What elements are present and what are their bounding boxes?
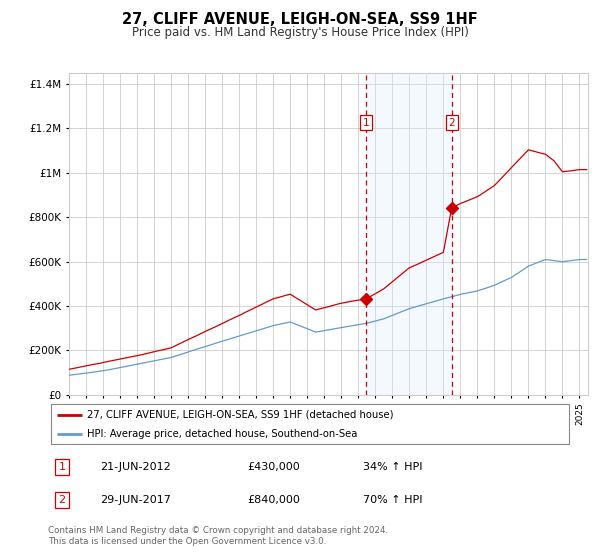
Text: 34% ↑ HPI: 34% ↑ HPI: [363, 461, 422, 472]
Text: £840,000: £840,000: [248, 495, 301, 505]
Text: HPI: Average price, detached house, Southend-on-Sea: HPI: Average price, detached house, Sout…: [88, 429, 358, 439]
Bar: [366, 73, 452, 395]
Text: £430,000: £430,000: [248, 461, 300, 472]
Text: 29-JUN-2017: 29-JUN-2017: [101, 495, 172, 505]
Text: 1: 1: [59, 461, 65, 472]
Text: 21-JUN-2012: 21-JUN-2012: [101, 461, 171, 472]
Text: 27, CLIFF AVENUE, LEIGH-ON-SEA, SS9 1HF: 27, CLIFF AVENUE, LEIGH-ON-SEA, SS9 1HF: [122, 12, 478, 27]
Text: Price paid vs. HM Land Registry's House Price Index (HPI): Price paid vs. HM Land Registry's House …: [131, 26, 469, 39]
FancyBboxPatch shape: [50, 404, 569, 445]
Text: 1: 1: [363, 118, 370, 128]
Text: Contains HM Land Registry data © Crown copyright and database right 2024.
This d: Contains HM Land Registry data © Crown c…: [48, 526, 388, 546]
Text: 2: 2: [448, 118, 455, 128]
Text: 2: 2: [59, 495, 65, 505]
Text: 27, CLIFF AVENUE, LEIGH-ON-SEA, SS9 1HF (detached house): 27, CLIFF AVENUE, LEIGH-ON-SEA, SS9 1HF …: [88, 409, 394, 419]
Text: 70% ↑ HPI: 70% ↑ HPI: [363, 495, 422, 505]
